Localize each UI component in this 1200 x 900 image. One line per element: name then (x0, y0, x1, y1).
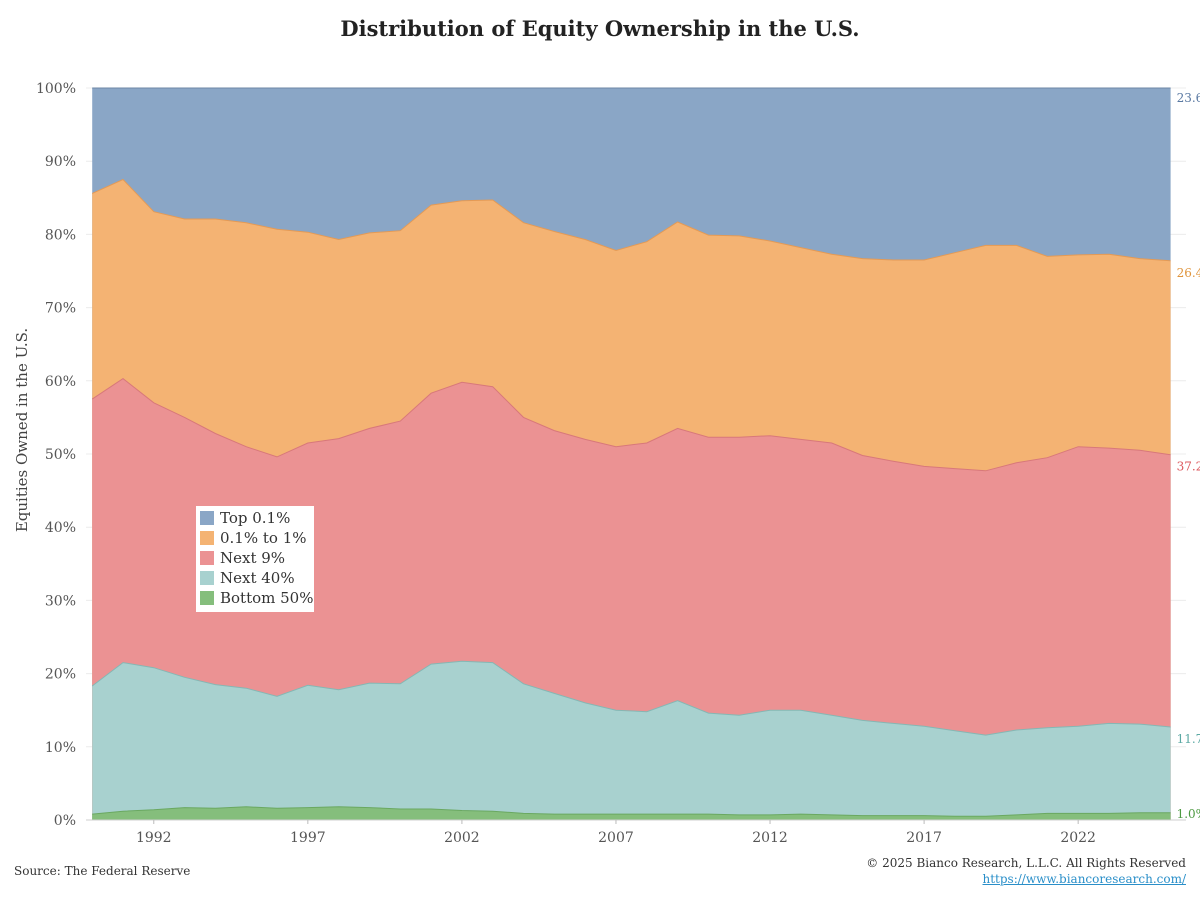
legend-item-0-1-to-1: 0.1% to 1% (200, 528, 307, 548)
legend-swatch (200, 551, 214, 565)
area-next-40 (92, 661, 1171, 820)
source-note: Source: The Federal Reserve (14, 864, 191, 878)
y-tick-label: 40% (45, 520, 76, 536)
y-tick-label: 10% (45, 740, 76, 756)
area-bottom-50-line (92, 806, 1171, 817)
chart-title: Distribution of Equity Ownership in the … (340, 16, 860, 41)
legend-item-next-40: Next 40% (200, 568, 295, 588)
legend-label: 0.1% to 1% (220, 529, 307, 547)
end-label: 11.7% (1177, 732, 1200, 746)
x-tick-label: 2002 (444, 830, 480, 846)
copyright-note: © 2025 Bianco Research, L.L.C. All Right… (866, 856, 1186, 870)
y-tick-label: 50% (45, 447, 76, 463)
area-bottom-50 (92, 806, 1171, 820)
area-next-40-line (91, 660, 1171, 736)
x-tick-label: 1992 (136, 830, 172, 846)
y-tick-label: 60% (45, 374, 76, 390)
legend-label: Next 40% (220, 569, 295, 587)
legend-swatch (200, 511, 214, 525)
y-tick-label: 20% (45, 667, 76, 683)
y-tick-label: 80% (45, 227, 76, 243)
legend-label: Top 0.1% (220, 509, 291, 527)
x-tick-label: 2017 (906, 830, 942, 846)
y-tick-label: 30% (45, 593, 76, 609)
x-tick-label: 1997 (290, 830, 326, 846)
end-label: 26.4% (1177, 266, 1200, 280)
area-next-9-line (91, 377, 1171, 472)
axes: 0% 10% 20% 30% 40% 50% 60% 70% 80% 90% 100% 1992 199… (36, 81, 1186, 846)
x-tick-label: 2007 (598, 830, 634, 846)
legend-item-bottom-50: Bottom 50% (200, 588, 313, 608)
end-label: 23.6% (1177, 91, 1200, 105)
legend-label: Bottom 50% (220, 589, 314, 607)
legend-label: Next 9% (220, 549, 286, 567)
legend-swatch (200, 571, 214, 585)
y-axis-label: Equities Owned in the U.S. (13, 327, 31, 533)
end-labels: 23.6% 26.4% 37.2% 11.7% 1.0% (1177, 91, 1200, 821)
legend-item-top-0-1: Top 0.1% (200, 508, 290, 528)
y-tick-label: 100% (36, 81, 76, 97)
y-tick-label: 90% (45, 154, 76, 170)
y-tick-label: 0% (54, 813, 76, 829)
end-label: 1.0% (1177, 807, 1200, 821)
stacked-areas (91, 87, 1171, 820)
x-tick-label: 2022 (1060, 830, 1096, 846)
legend-swatch (200, 591, 214, 605)
y-tick-label: 70% (45, 301, 76, 317)
legend-swatch (200, 531, 214, 545)
legend-item-next-9: Next 9% (200, 548, 285, 568)
end-label: 37.2% (1177, 460, 1200, 474)
x-tick-label: 2012 (752, 830, 788, 846)
legend: Top 0.1% 0.1% to 1% Next 9% Next 40% Bot… (196, 506, 314, 612)
website-link[interactable]: https://www.biancoresearch.com/ (982, 872, 1186, 886)
area-0-1-to-1-line (91, 178, 1171, 262)
